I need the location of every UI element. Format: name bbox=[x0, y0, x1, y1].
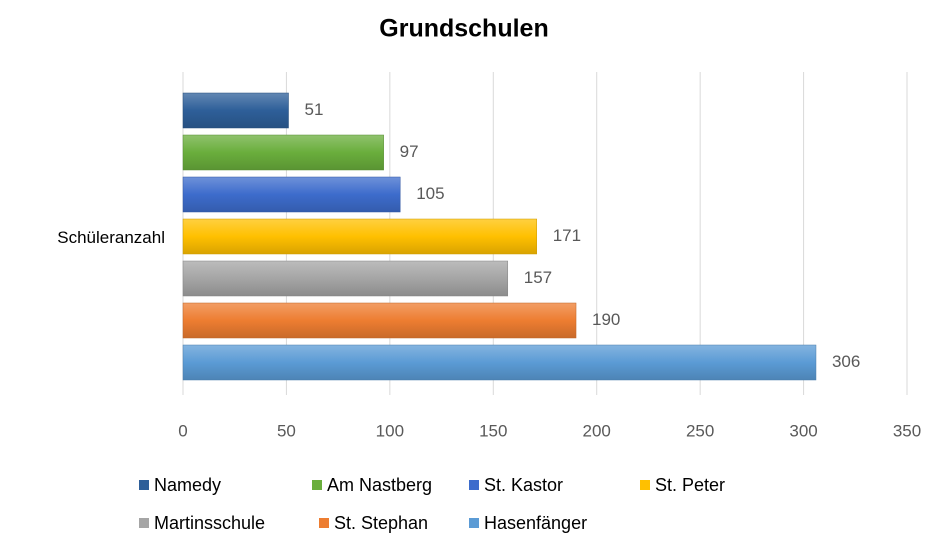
bar bbox=[182, 218, 537, 255]
x-tick-label: 350 bbox=[893, 421, 921, 440]
data-label: 306 bbox=[832, 352, 860, 371]
legend-label: Namedy bbox=[154, 475, 221, 495]
x-tick-label: 100 bbox=[376, 421, 404, 440]
data-label: 51 bbox=[304, 100, 323, 119]
legend-swatch bbox=[640, 480, 650, 490]
x-tick-label: 50 bbox=[277, 421, 296, 440]
chart-title: Grundschulen bbox=[379, 15, 548, 43]
legend-swatch bbox=[139, 518, 149, 528]
legend-label: St. Kastor bbox=[484, 475, 563, 495]
bar bbox=[182, 302, 577, 339]
legend-label: Hasenfänger bbox=[484, 513, 587, 533]
data-label: 190 bbox=[592, 310, 620, 329]
bar bbox=[182, 92, 289, 129]
legend-swatch bbox=[139, 480, 149, 490]
bar bbox=[182, 260, 509, 297]
legend-label: Am Nastberg bbox=[327, 475, 432, 495]
data-label: 171 bbox=[553, 226, 581, 245]
x-tick-label: 150 bbox=[479, 421, 507, 440]
x-tick-label: 0 bbox=[178, 421, 187, 440]
data-label: 157 bbox=[524, 268, 552, 287]
x-tick-label: 200 bbox=[583, 421, 611, 440]
bar bbox=[182, 134, 384, 171]
legend-swatch bbox=[469, 518, 479, 528]
legend-label: St. Stephan bbox=[334, 513, 428, 533]
data-label: 97 bbox=[400, 142, 419, 161]
legend-swatch bbox=[319, 518, 329, 528]
legend-swatch bbox=[469, 480, 479, 490]
bar bbox=[182, 176, 401, 213]
bar bbox=[182, 344, 817, 381]
x-tick-label: 250 bbox=[686, 421, 714, 440]
data-label: 105 bbox=[416, 184, 444, 203]
legend-label: Martinsschule bbox=[154, 513, 265, 533]
legend-label: St. Peter bbox=[655, 475, 725, 495]
category-label: Schüleranzahl bbox=[57, 228, 165, 247]
x-tick-label: 300 bbox=[789, 421, 817, 440]
legend-swatch bbox=[312, 480, 322, 490]
